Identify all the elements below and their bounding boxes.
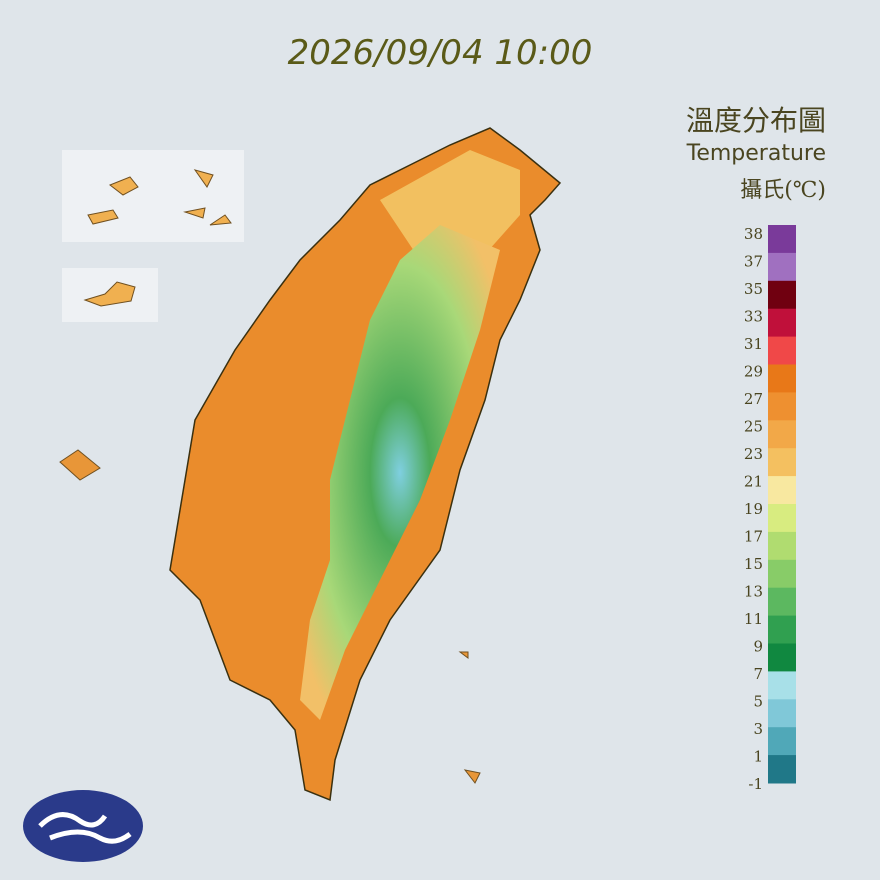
timestamp: 2026/09/04 10:00: [288, 33, 593, 73]
legend-label: 19: [744, 500, 763, 518]
legend-label: 31: [744, 335, 763, 353]
legend-swatch: [768, 559, 796, 589]
legend-label: 29: [744, 363, 763, 381]
island: [59, 449, 481, 784]
legend-label: 15: [744, 555, 763, 573]
legend-swatch: [768, 308, 796, 338]
unit: 攝氏(℃): [740, 178, 826, 203]
north-warm: [380, 150, 520, 300]
legend-label: 11: [744, 610, 763, 628]
title: 溫度分布圖: [686, 104, 826, 137]
legend-label: 1: [753, 748, 763, 766]
legend-label: 33: [744, 308, 763, 326]
legend-label: 13: [744, 583, 763, 601]
legend-label: 7: [753, 665, 763, 683]
logo-swirl: [38, 812, 132, 844]
legend-label: 37: [744, 253, 763, 271]
legend-label: 17: [744, 528, 763, 546]
legend-swatch: [768, 420, 796, 449]
subtitle: Temperature: [686, 141, 826, 166]
legend-label: 25: [744, 418, 763, 436]
legend-label: 9: [753, 638, 763, 656]
legend-label: 3: [753, 720, 763, 738]
legend-label: 21: [744, 473, 763, 491]
mountain-range: [300, 225, 500, 720]
legend-swatch: [768, 225, 796, 254]
legend-swatch: [768, 364, 796, 393]
legend-label: -1: [748, 775, 763, 793]
legend-swatch: [768, 699, 796, 728]
legend-label: 27: [744, 390, 763, 408]
legend-swatch: [768, 504, 796, 533]
inset-box: [62, 150, 244, 242]
logo: [23, 790, 143, 862]
legend-swatch: [768, 671, 796, 700]
legend-swatch: [768, 252, 796, 282]
island: [83, 281, 136, 307]
legend-label: 23: [744, 445, 763, 463]
legend-swatch: [768, 531, 796, 561]
legend-swatch: [768, 727, 796, 756]
legend-swatch: [768, 336, 796, 365]
legend-label: 35: [744, 280, 763, 298]
legend-swatch: [768, 643, 796, 672]
legend-swatch: [768, 476, 796, 505]
legend-swatch: [768, 392, 796, 421]
legend-swatch: [768, 448, 796, 477]
legend-label: 38: [744, 225, 763, 243]
island: [87, 169, 232, 226]
legend-swatch: [768, 755, 796, 784]
legend-swatch: [768, 615, 796, 644]
legend-swatch: [768, 587, 796, 617]
legend-label: 5: [753, 693, 763, 711]
legend-swatch: [768, 280, 796, 310]
